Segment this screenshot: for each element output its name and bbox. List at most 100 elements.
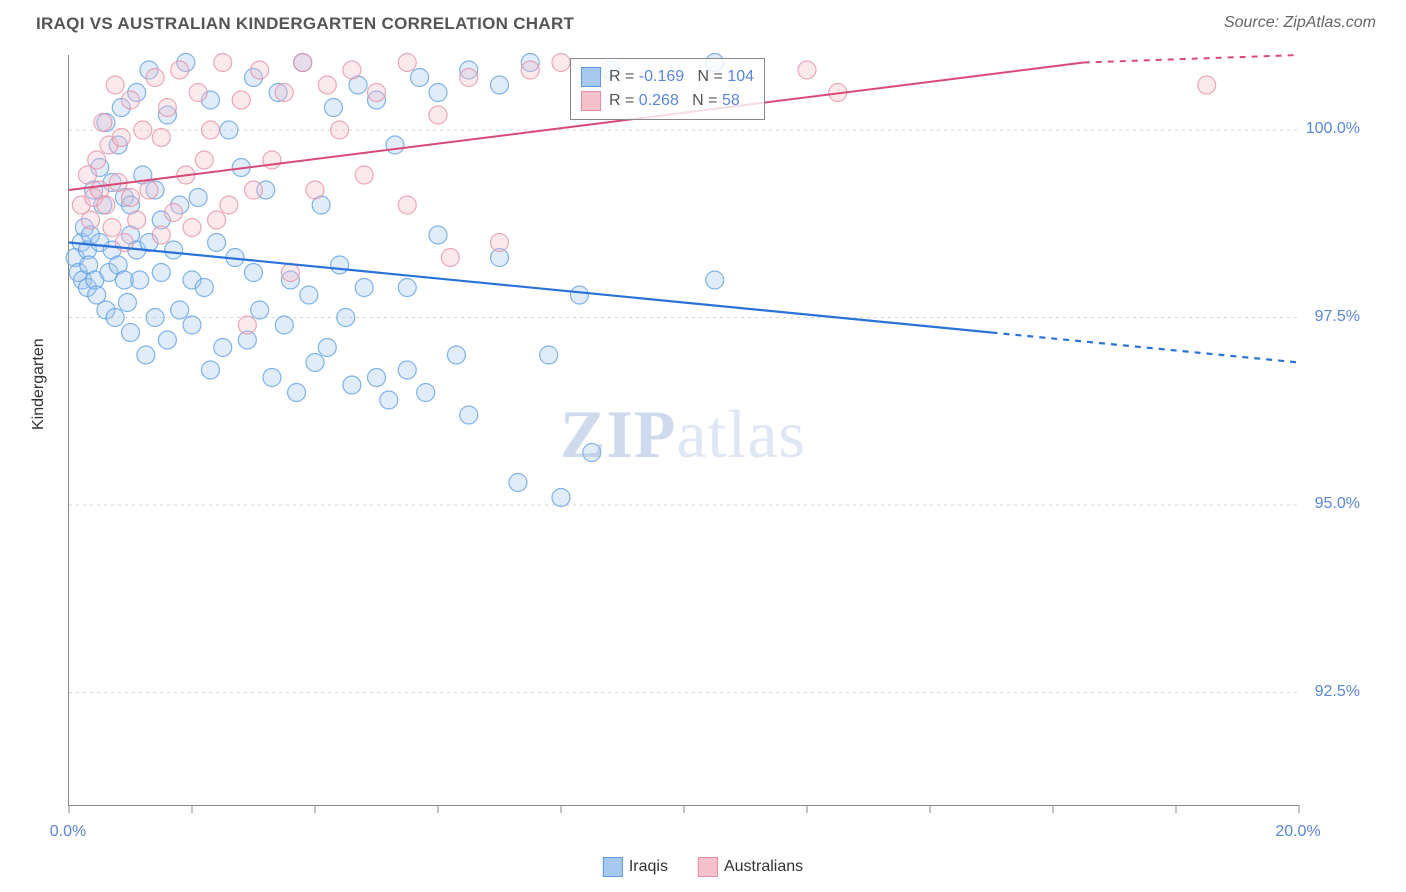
data-point — [158, 331, 176, 349]
y-tick-label: 92.5% — [1280, 683, 1360, 701]
data-point — [552, 54, 570, 72]
data-point — [171, 301, 189, 319]
data-point — [134, 121, 152, 139]
data-point — [201, 121, 219, 139]
data-point — [355, 166, 373, 184]
data-point — [152, 264, 170, 282]
data-point — [552, 489, 570, 507]
data-point — [165, 241, 183, 259]
data-point — [263, 151, 281, 169]
data-point — [411, 69, 429, 87]
data-point — [137, 346, 155, 364]
watermark: ZIPatlas — [560, 395, 806, 474]
legend-swatch — [581, 91, 601, 111]
data-point — [106, 76, 124, 94]
data-point — [460, 69, 478, 87]
data-point — [128, 211, 146, 229]
data-point — [220, 121, 238, 139]
data-point — [429, 106, 447, 124]
data-point — [140, 181, 158, 199]
data-point — [232, 91, 250, 109]
data-point — [152, 226, 170, 244]
data-point — [251, 61, 269, 79]
data-point — [251, 301, 269, 319]
legend-item: Iraqis — [603, 857, 668, 877]
data-point — [368, 84, 386, 102]
data-point — [331, 256, 349, 274]
data-point — [798, 61, 816, 79]
data-point — [343, 61, 361, 79]
data-point — [106, 309, 124, 327]
legend-swatch — [698, 857, 718, 877]
data-point — [368, 369, 386, 387]
data-point — [441, 249, 459, 267]
data-point — [146, 309, 164, 327]
data-point — [146, 69, 164, 87]
data-point — [281, 264, 299, 282]
data-point — [88, 151, 106, 169]
legend-label: Australians — [724, 858, 803, 876]
watermark-zip: ZIP — [560, 396, 676, 472]
data-point — [521, 61, 539, 79]
data-point — [165, 204, 183, 222]
data-point — [263, 369, 281, 387]
data-point — [189, 189, 207, 207]
data-point — [491, 76, 509, 94]
data-point — [417, 384, 435, 402]
data-point — [540, 346, 558, 364]
data-point — [306, 181, 324, 199]
data-point — [183, 219, 201, 237]
data-point — [509, 474, 527, 492]
y-tick-label: 100.0% — [1280, 120, 1360, 138]
data-point — [380, 391, 398, 409]
data-point — [122, 189, 140, 207]
y-axis-label: Kindergarten — [30, 338, 48, 430]
data-point — [275, 316, 293, 334]
data-point — [158, 99, 176, 117]
legend-stats-box: R = -0.169 N = 104R = 0.268 N = 58 — [570, 58, 765, 120]
watermark-atlas: atlas — [676, 396, 806, 472]
legend-stats-row: R = -0.169 N = 104 — [581, 65, 754, 89]
data-point — [570, 286, 588, 304]
data-point — [306, 354, 324, 372]
data-point — [214, 54, 232, 72]
data-point — [318, 339, 336, 357]
data-point — [183, 316, 201, 334]
data-point — [195, 151, 213, 169]
data-point — [398, 361, 416, 379]
data-point — [460, 406, 478, 424]
data-point — [398, 279, 416, 297]
source-attribution: Source: ZipAtlas.com — [1224, 14, 1376, 32]
data-point — [1198, 76, 1216, 94]
data-point — [103, 219, 121, 237]
data-point — [94, 114, 112, 132]
data-point — [201, 361, 219, 379]
data-point — [288, 384, 306, 402]
chart-title: IRAQI VS AUSTRALIAN KINDERGARTEN CORRELA… — [36, 14, 574, 34]
data-point — [82, 211, 100, 229]
data-point — [118, 294, 136, 312]
data-point — [398, 196, 416, 214]
data-point — [355, 279, 373, 297]
y-tick-label: 97.5% — [1280, 308, 1360, 326]
data-point — [238, 316, 256, 334]
data-point — [331, 121, 349, 139]
legend-label: Iraqis — [629, 858, 668, 876]
data-point — [214, 339, 232, 357]
data-point — [706, 271, 724, 289]
data-point — [189, 84, 207, 102]
data-point — [122, 324, 140, 342]
data-point — [195, 279, 213, 297]
data-point — [386, 136, 404, 154]
legend-swatch — [603, 857, 623, 877]
trend-line-extrapolated — [992, 333, 1300, 363]
data-point — [208, 234, 226, 252]
x-tick-label: 0.0% — [50, 823, 86, 841]
data-point — [131, 271, 149, 289]
data-point — [398, 54, 416, 72]
data-point — [245, 181, 263, 199]
data-point — [300, 286, 318, 304]
data-point — [318, 76, 336, 94]
data-point — [324, 99, 342, 117]
legend-stats-row: R = 0.268 N = 58 — [581, 89, 754, 113]
